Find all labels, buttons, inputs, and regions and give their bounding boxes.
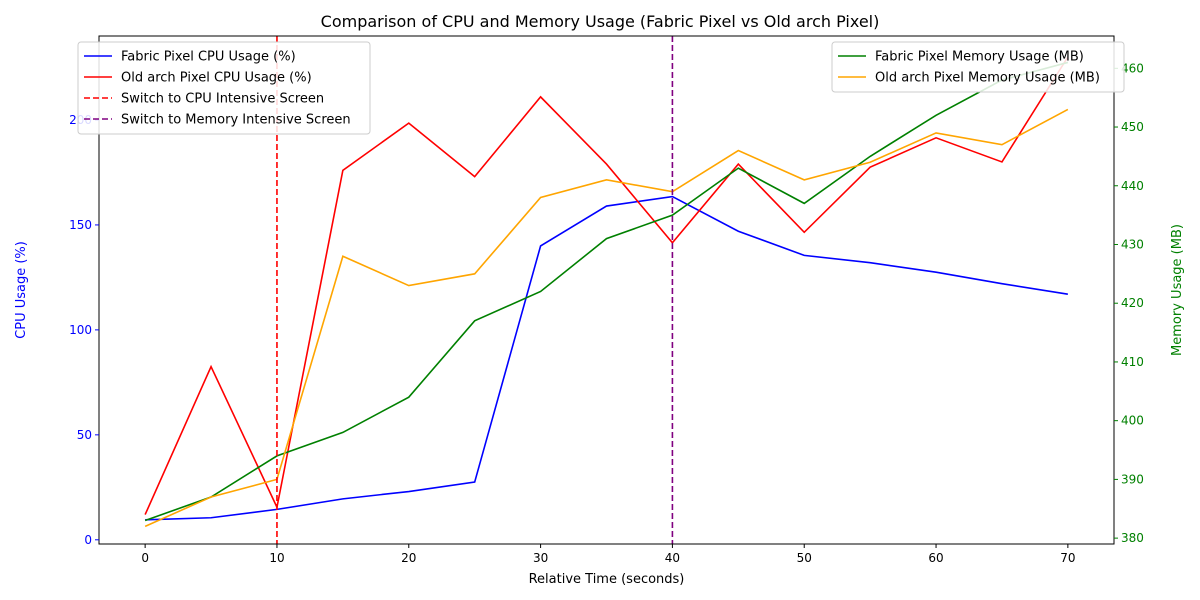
x-tick-label: 20 [401,551,416,565]
plot-area [144,36,1069,544]
right-y-tick-label: 450 [1121,120,1144,134]
legend-label: Old arch Pixel CPU Usage (%) [121,71,312,86]
left-y-tick-label: 100 [69,323,92,337]
right-y-tick-label: 390 [1121,472,1144,486]
x-tick-label: 50 [797,551,812,565]
right-y-tick-label: 420 [1121,296,1144,310]
x-axis-label: Relative Time (seconds) [529,572,685,587]
memory-series-line-1 [144,108,1069,528]
left-y-tick-label: 150 [69,218,92,232]
right-y-tick-label: 430 [1121,237,1144,251]
cpu-series-line-0 [145,195,1068,521]
legend-label: Fabric Pixel CPU Usage (%) [121,50,296,65]
x-tick-label: 60 [928,551,943,565]
legend-right: Fabric Pixel Memory Usage (MB) Old arch P… [831,41,1125,93]
plot-frame [98,35,1115,545]
left-y-tick-label: 0 [84,533,92,547]
legend-label: Old arch Pixel Memory Usage (MB) [875,71,1100,86]
legend-label: Switch to CPU Intensive Screen [121,92,324,107]
legend-label: Fabric Pixel Memory Usage (MB) [875,50,1084,65]
left-y-tick-label: 50 [77,428,92,442]
right-y-tick-label: 460 [1121,61,1144,75]
legend-label: Switch to Memory Intensive Screen [121,113,351,128]
x-tick-label: 0 [141,551,149,565]
cpu-series-line-1 [144,56,1069,515]
x-axis: 0 10 20 30 40 50 60 70 [141,544,1076,565]
legend-box [831,41,1125,93]
right-y-tick-label: 380 [1121,531,1144,545]
left-y-axis-label: CPU Usage (%) [14,241,29,339]
legend-box [77,41,371,135]
right-y-axis-label: Memory Usage (MB) [1170,224,1185,356]
x-tick-label: 70 [1060,551,1075,565]
left-y-axis: 050100150200 [69,113,99,547]
right-y-tick-label: 410 [1121,355,1144,369]
right-y-tick-label: 440 [1121,179,1144,193]
x-tick-label: 30 [533,551,548,565]
right-y-axis: 380 390 400 410 420 430 440 450 460 [1114,61,1144,545]
memory-series-line-0 [144,61,1069,522]
chart-title: Comparison of CPU and Memory Usage (Fabr… [321,12,880,31]
right-y-tick-label: 400 [1121,414,1144,428]
legend-left: Fabric Pixel CPU Usage (%) Old arch Pixel… [77,41,371,135]
x-tick-label: 10 [269,551,284,565]
x-tick-label: 40 [665,551,680,565]
